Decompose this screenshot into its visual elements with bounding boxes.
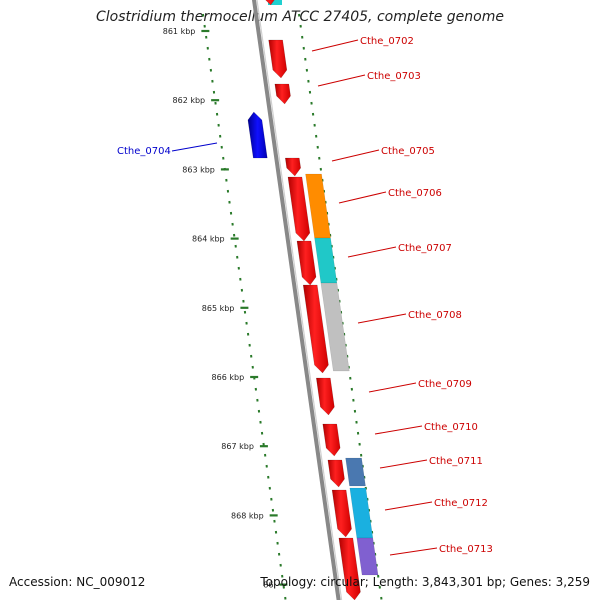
gene-leader-line (368, 382, 417, 393)
gene-leader-line (338, 191, 387, 204)
gene-label[interactable]: Cthe_0706 (388, 188, 442, 199)
map-title: Clostridium thermocellum ATCC 27405, com… (96, 9, 504, 25)
gene-arrow[interactable] (262, 0, 276, 6)
cog-category-box (268, 0, 282, 5)
cog-category-box (320, 282, 350, 372)
kbp-tick-label: 865 kbp (202, 304, 235, 313)
gene-leader-line (374, 425, 423, 435)
gene-label[interactable]: Cthe_0702 (360, 36, 414, 47)
gene-arrow[interactable] (331, 489, 352, 538)
gene-arrow[interactable] (302, 284, 329, 374)
gene-label[interactable]: Cthe_0711 (429, 456, 483, 467)
cog-category-box (345, 457, 366, 487)
kbp-tick-label: 862 kbp (173, 96, 206, 105)
kbp-tick-label: 868 kbp (231, 511, 264, 520)
cog-category-box (356, 537, 379, 576)
gene-arrow[interactable] (327, 459, 345, 488)
gene-arrow[interactable] (268, 39, 288, 79)
cog-category-box (314, 237, 338, 284)
kbp-tick-label: 867 kbp (221, 442, 254, 451)
gene-arrow[interactable] (287, 176, 311, 242)
kbp-tick-label: 866 kbp (212, 373, 245, 382)
gene-leader-line (357, 313, 407, 324)
gene-arrow[interactable] (296, 240, 317, 286)
gene-leader-line (311, 39, 359, 52)
gene-label[interactable]: Cthe_0709 (418, 379, 472, 390)
accession-label: Accession: NC_009012 (9, 575, 146, 589)
kbp-tick-label: 863 kbp (182, 165, 215, 174)
backbone-highlight (256, 0, 343, 600)
gene-label[interactable]: Cthe_0707 (398, 243, 452, 254)
gene-label[interactable]: Cthe_0713 (439, 544, 493, 555)
gene-leader-line (384, 501, 433, 511)
gene-arrow[interactable] (322, 423, 341, 457)
gene-label[interactable]: Cthe_0703 (367, 71, 421, 82)
gene-leader-line (379, 459, 428, 469)
gene-label[interactable]: Cthe_0712 (434, 498, 488, 509)
gene-leader-line (389, 547, 438, 556)
gene-arrow[interactable] (316, 377, 335, 416)
gene-leader-line (171, 142, 218, 152)
cog-category-box (349, 487, 374, 539)
kbp-tick-label: 86 (263, 581, 273, 590)
gene-label[interactable]: Cthe_0708 (408, 310, 462, 321)
genome-backbone (251, 0, 341, 600)
kbp-tick-label: 864 kbp (192, 235, 225, 244)
gene-arrow[interactable] (338, 537, 361, 600)
genome-summary: Topology: circular; Length: 3,843,301 bp… (260, 575, 590, 589)
gene-label[interactable]: Cthe_0704 (117, 146, 171, 157)
gene-leader-line (317, 74, 366, 87)
kbp-tick-label: 861 kbp (163, 27, 196, 36)
gene-label[interactable]: Cthe_0710 (424, 422, 478, 433)
gene-arrow[interactable] (284, 157, 301, 177)
gene-arrow[interactable] (274, 83, 291, 105)
gene-label[interactable]: Cthe_0705 (381, 146, 435, 157)
gene-leader-line (347, 246, 397, 258)
gene-arrow-reverse[interactable] (247, 111, 268, 159)
gene-leader-line (331, 149, 380, 162)
